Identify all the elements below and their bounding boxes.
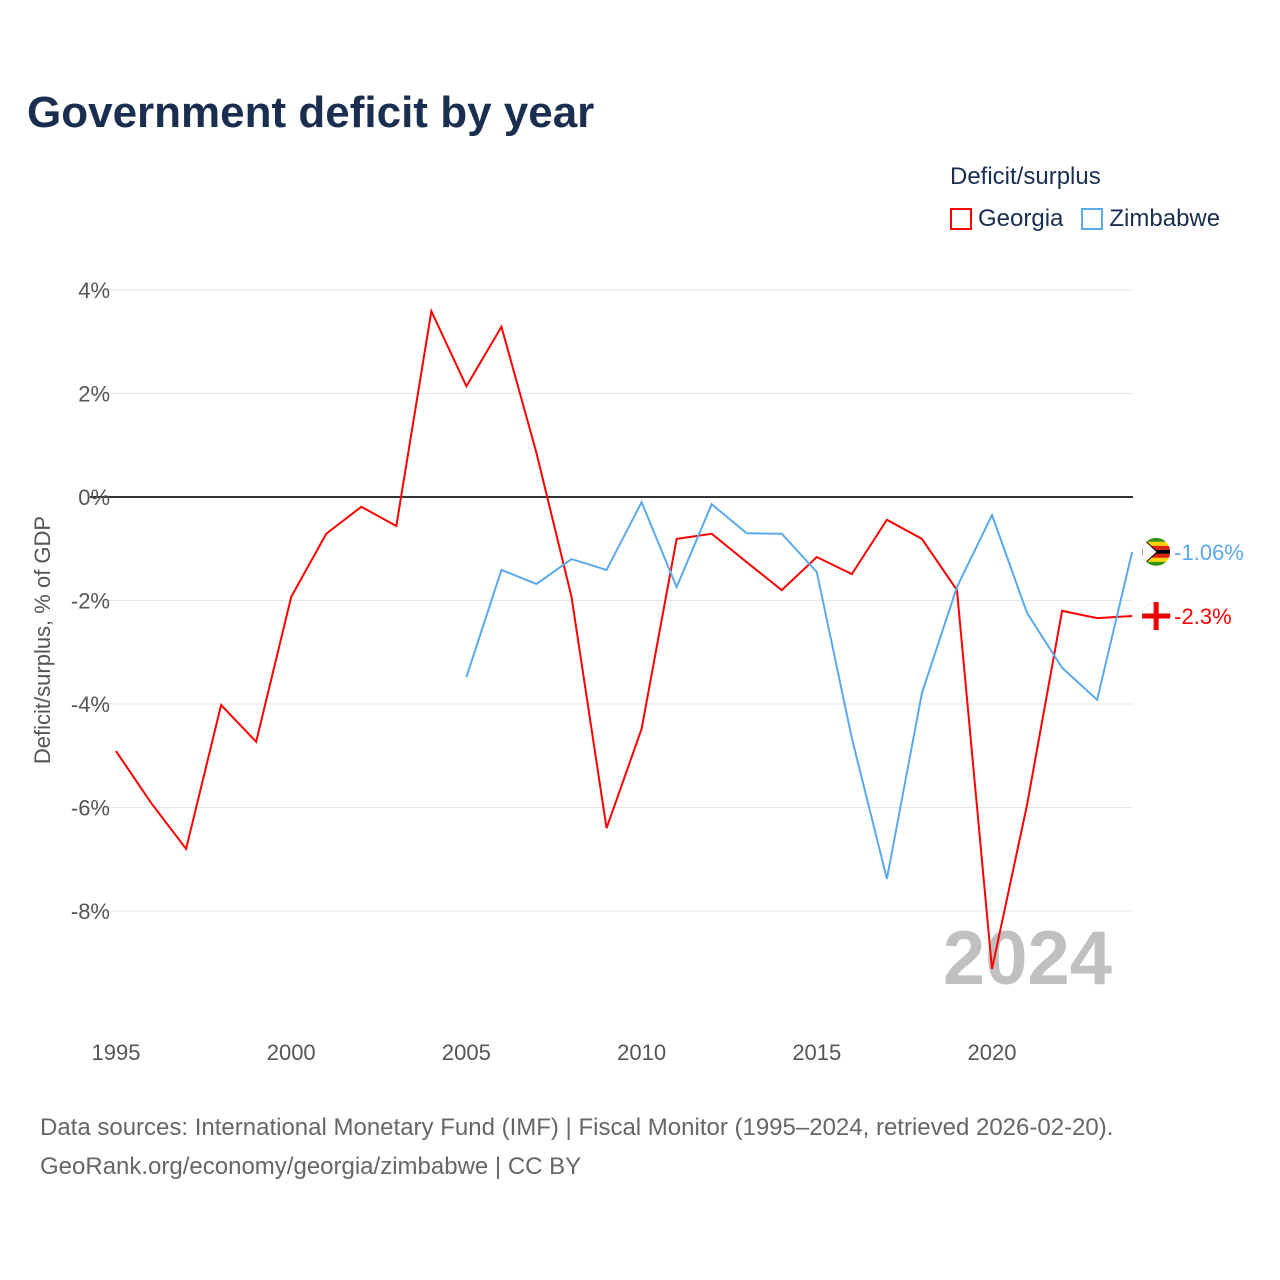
legend-item-zimbabwe[interactable]: Zimbabwe	[1081, 205, 1220, 233]
flag-stripe	[1142, 561, 1171, 566]
x-tick-label: 2000	[267, 1040, 316, 1065]
source-text: Data sources: International Monetary Fun…	[40, 1114, 1114, 1141]
y-tick-label: -2%	[71, 589, 110, 614]
x-tick-label: 2020	[968, 1040, 1017, 1065]
flag-body	[1142, 537, 1171, 566]
flag-stripe	[1142, 557, 1171, 562]
y-tick-label: -4%	[71, 692, 110, 717]
legend-label: Zimbabwe	[1109, 205, 1221, 232]
chart-title: Government deficit by year	[27, 88, 595, 137]
x-tick-label: 1995	[92, 1040, 141, 1065]
series-line-zimbabwe	[465, 499, 1134, 880]
flag-stripe	[1142, 541, 1171, 546]
end-value-label: -2.3%	[1174, 604, 1231, 629]
source-url: GeoRank.org/economy/georgia/zimbabwe | C…	[40, 1153, 582, 1180]
series-line-georgia	[115, 307, 1133, 970]
legend-swatch-georgia	[950, 208, 972, 230]
legend-item-georgia[interactable]: Georgia	[950, 205, 1063, 233]
flag-georgia-icon	[1141, 601, 1171, 631]
y-tick-label: 4%	[78, 278, 110, 303]
y-tick-label: 2%	[78, 382, 110, 407]
y-tick-label: -6%	[71, 796, 110, 821]
year-watermark: 2024	[943, 916, 1112, 1001]
flag-zimbabwe-icon	[1142, 537, 1171, 566]
x-tick-label: 2005	[442, 1040, 491, 1065]
x-tick-label: 2015	[792, 1040, 841, 1065]
flag-cross	[1153, 602, 1159, 631]
legend-label: Georgia	[978, 205, 1064, 232]
legend-swatch-zimbabwe	[1081, 208, 1104, 230]
flag-stripe	[1142, 553, 1171, 558]
x-tick-label: 2010	[617, 1040, 666, 1065]
y-tick-label: -8%	[71, 899, 110, 924]
flag-stripe	[1142, 537, 1171, 542]
y-tick-label: 0%	[78, 485, 110, 510]
end-value-label: -1.06%	[1174, 540, 1244, 565]
legend-title: Deficit/surplus	[950, 163, 1101, 190]
legend: Georgia Zimbabwe	[950, 205, 1220, 233]
y-axis-label: Deficit/surplus, % of GDP	[30, 516, 55, 764]
flag-triangle	[1142, 537, 1158, 566]
footer: Data sources: International Monetary Fun…	[40, 1108, 1113, 1186]
flag-stripe	[1142, 545, 1171, 550]
